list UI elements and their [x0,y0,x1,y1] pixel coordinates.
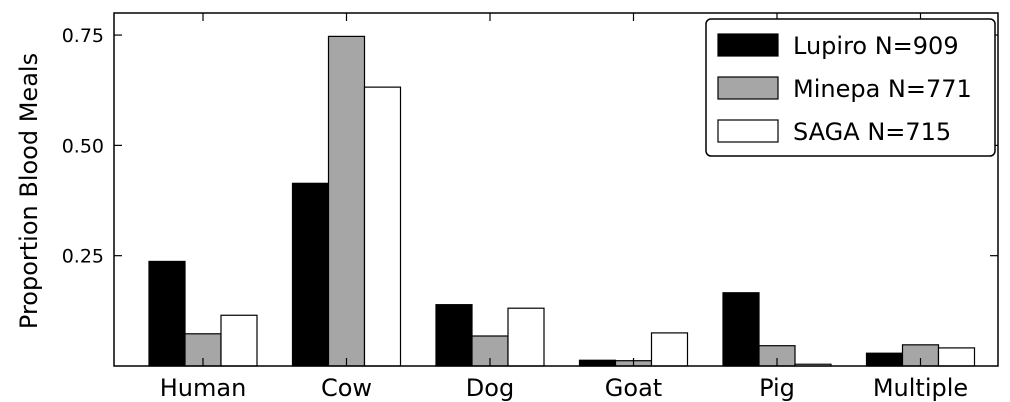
y-tick-label: 0.50 [62,135,104,157]
legend-label-2: Minepa N=771 [793,75,972,103]
ticks-group: 0.25 0.50 0.75 Human Cow Dog Goat Pig Multiple [62,13,998,402]
x-tick-label: Cow [321,374,372,402]
y-tick-label: 0.75 [62,25,104,47]
bar-dog-series-3 [507,307,545,367]
bar-goat-series-3 [650,332,689,367]
bar-human-series-3 [220,314,258,367]
y-tick-label: 0.25 [62,246,104,268]
legend-swatch-3 [717,119,779,143]
bar-human-series-1 [148,260,186,367]
plot-frame [113,12,999,367]
legend-label-1: Lupiro N=909 [793,32,959,60]
bar-multiple-series-3 [937,347,976,367]
x-tick-label: Goat [605,374,662,402]
bar-pig-series-1 [722,292,760,367]
legend: Lupiro N=909 Minepa N=771 SAGA N=715 [705,18,996,157]
bar-goat-series-1 [578,359,617,367]
x-tick-label: Dog [466,374,514,402]
legend-swatch-1 [717,33,779,57]
legend-swatch-2 [717,76,779,100]
bar-cow-series-2 [327,35,366,367]
x-tick-label: Pig [759,374,795,402]
bar-multiple-series-1 [865,352,904,367]
legend-label-3: SAGA N=715 [793,118,951,146]
y-axis-title: Proportion Blood Meals [15,53,43,329]
bar-cow-series-3 [363,86,402,367]
bars-group [148,35,976,367]
x-tick-label: Multiple [873,374,968,402]
bar-dog-series-1 [435,304,473,367]
bar-cow-series-1 [291,182,330,367]
x-tick-label: Human [160,374,247,402]
